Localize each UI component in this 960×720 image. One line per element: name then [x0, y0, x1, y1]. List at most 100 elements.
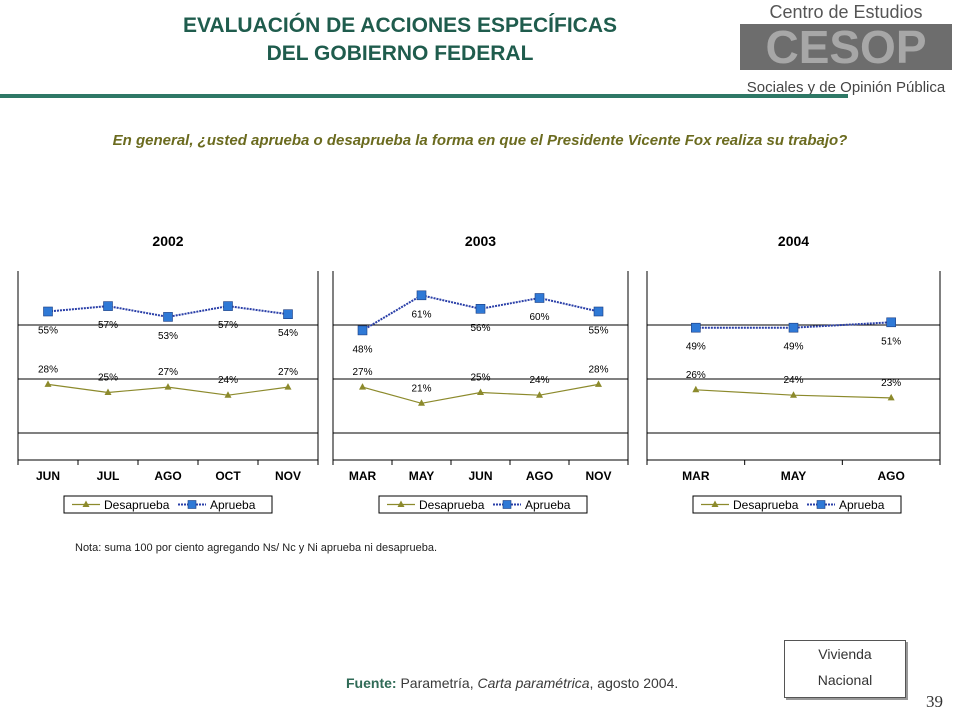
point-desaprueba — [692, 385, 700, 393]
x-tick-label: MAR — [682, 469, 710, 483]
x-tick-label: JUN — [468, 469, 492, 483]
point-aprueba — [593, 306, 604, 317]
point-aprueba — [886, 317, 896, 328]
legend-box — [692, 495, 902, 514]
data-label: 57% — [98, 320, 118, 331]
point-desaprueba — [359, 383, 366, 390]
x-tick-label: JUL — [97, 469, 120, 483]
data-label: 25% — [98, 373, 118, 384]
chart-title: 2003 — [465, 233, 496, 249]
chart-2003: 2003 MAR MAY JUN AGO NOV 27% 21% 25% 24% 28% 48% 61%… — [332, 233, 629, 514]
logo-wordmark: CESOP — [765, 21, 926, 73]
legend-label: Aprueba — [210, 498, 256, 512]
legend-label: Aprueba — [525, 498, 571, 512]
point-desaprueba — [44, 380, 52, 387]
legend-label: Desaprueba — [104, 498, 170, 512]
legend-marker — [711, 500, 719, 507]
data-label: 27% — [158, 367, 178, 378]
stamp-line-1: Vivienda — [818, 646, 872, 662]
logo-band — [740, 24, 952, 70]
legend-marker — [502, 500, 512, 509]
data-label: 24% — [529, 375, 549, 386]
legend-label: Aprueba — [839, 498, 885, 512]
legend-marker — [816, 500, 826, 509]
point-aprueba — [223, 301, 233, 311]
legend-box — [63, 495, 273, 514]
point-desaprueba — [284, 383, 292, 390]
point-desaprueba — [887, 393, 895, 401]
data-label: 56% — [470, 323, 490, 334]
point-aprueba — [691, 322, 701, 333]
point-aprueba — [357, 325, 368, 336]
x-tick-label: AGO — [877, 469, 904, 483]
chart-2004: 2004 MAR MAY AGO 26% 24% 23% 49% 49% 51% Desaprueb… — [646, 233, 941, 514]
data-label: 49% — [686, 342, 706, 353]
slide-title: EVALUACIÓN DE ACCIONES ESPECÍFICAS DEL G… — [110, 12, 690, 68]
x-tick-label: NOV — [585, 469, 611, 483]
point-aprueba — [163, 312, 173, 322]
data-label: 54% — [278, 328, 298, 339]
data-label: 21% — [411, 383, 431, 394]
chart-2002: 2002 JUN JUL AGO OCT NOV 28% 25% 27% 24% 27% 55% 57%… — [17, 233, 319, 514]
data-label: 24% — [218, 375, 238, 386]
data-label: 55% — [38, 326, 58, 337]
data-label: 25% — [470, 373, 490, 384]
survey-question: En general, ¿usted aprueba o desaprueba … — [112, 132, 848, 149]
source-text-before: Parametría, — [400, 675, 474, 691]
cesop-logo: Centro de Estudios CESOP Sociales y de O… — [740, 2, 952, 96]
point-aprueba — [475, 304, 486, 314]
legend-label: Desaprueba — [419, 498, 485, 512]
data-label: 27% — [278, 367, 298, 378]
source-line: Fuente: Parametría, Carta paramétrica, a… — [0, 675, 960, 691]
sample-stamp: Vivienda Nacional — [784, 640, 906, 698]
chart-title: 2004 — [778, 233, 809, 249]
point-desaprueba — [595, 380, 602, 387]
point-aprueba — [788, 322, 799, 333]
chart-title: 2002 — [152, 233, 183, 249]
title-line-2: DEL GOBIERNO FEDERAL — [266, 42, 534, 65]
data-label: 27% — [352, 367, 372, 378]
data-label: 53% — [158, 331, 178, 342]
point-desaprueba — [164, 383, 172, 390]
point-desaprueba — [790, 391, 797, 398]
legend-box — [378, 495, 588, 514]
point-aprueba — [283, 309, 293, 319]
point-desaprueba — [477, 388, 484, 395]
stamp-line-2: Nacional — [817, 672, 873, 688]
x-tick-label: MAY — [409, 469, 435, 483]
point-aprueba — [416, 290, 427, 301]
point-desaprueba — [104, 388, 112, 395]
point-aprueba — [103, 301, 113, 311]
data-label: 60% — [529, 312, 549, 323]
legend-label: Desaprueba — [733, 498, 799, 512]
title-line-1: EVALUACIÓN DE ACCIONES ESPECÍFICAS — [182, 14, 618, 37]
x-tick-label: JUN — [36, 469, 60, 483]
data-label: 28% — [588, 364, 608, 375]
x-tick-label: AGO — [526, 469, 553, 483]
x-tick-label: OCT — [215, 469, 241, 483]
source-label: Fuente: — [346, 675, 397, 691]
legend-marker — [187, 500, 197, 509]
point-aprueba — [43, 306, 53, 317]
data-label: 49% — [783, 342, 803, 353]
point-aprueba — [534, 293, 545, 303]
point-desaprueba — [418, 399, 425, 406]
approval-charts: 2002 JUN JUL AGO OCT NOV 28% 25% 27% 24% 27% 55% 57%… — [17, 233, 941, 514]
x-tick-label: AGO — [154, 469, 181, 483]
legend-marker — [397, 500, 405, 507]
data-label: 61% — [411, 309, 431, 320]
header-rule — [0, 94, 848, 98]
footnote: Nota: suma 100 por ciento agregando Ns/ … — [75, 542, 437, 554]
data-label: 55% — [588, 326, 608, 337]
source-publication: Carta paramétrica — [477, 675, 590, 691]
x-tick-label: MAY — [781, 469, 807, 483]
point-desaprueba — [224, 391, 232, 398]
x-tick-label: MAR — [349, 469, 377, 483]
point-desaprueba — [536, 391, 543, 398]
source-text-after: , agosto 2004. — [589, 675, 679, 691]
logo-line-1: Centro de Estudios — [769, 2, 922, 22]
legend-marker — [82, 500, 90, 507]
data-label: 57% — [218, 320, 238, 331]
logo-line-3: Sociales y de Opinión Pública — [747, 79, 946, 96]
page-number: 39 — [926, 692, 943, 711]
